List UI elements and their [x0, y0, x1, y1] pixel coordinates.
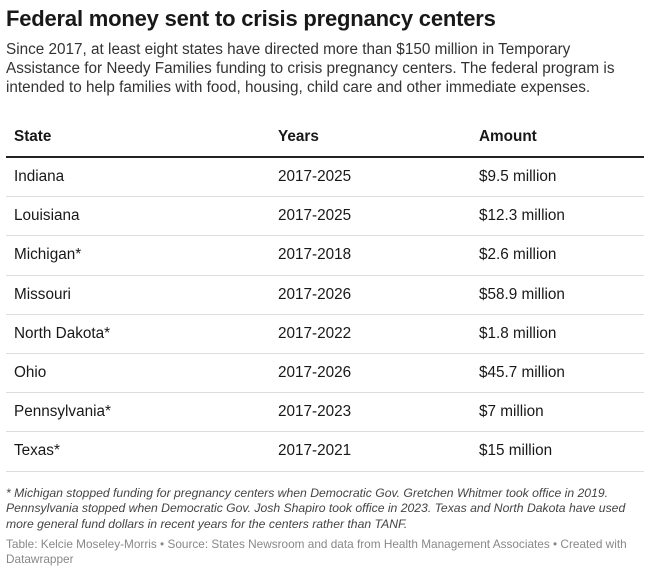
- table-cell: Missouri: [6, 275, 270, 315]
- table-cell: Louisiana: [6, 196, 270, 237]
- table-cell: $12.3 million: [471, 196, 644, 237]
- table-cell: 2017-2025: [270, 157, 471, 198]
- table-row: Ohio 2017-2026 $45.7 million: [6, 353, 644, 394]
- description: Since 2017, at least eight states have d…: [6, 41, 615, 96]
- table-cell: $45.7 million: [471, 353, 644, 394]
- header-row: State Years Amount: [6, 118, 644, 158]
- source: Table: Kelcie Moseley-Morris • Source: S…: [6, 537, 627, 566]
- column-header: Amount: [471, 118, 644, 158]
- table-cell: 2017-2023: [270, 392, 471, 433]
- table-cell: Ohio: [6, 353, 270, 394]
- data-table: State Years Amount Indiana 2017-2025 $9.5 mi…: [6, 118, 644, 472]
- table-cell: Indiana: [6, 157, 270, 198]
- table-row: Missouri 2017-2026 $58.9 million: [6, 275, 644, 315]
- table-cell: Michigan*: [6, 235, 270, 276]
- table-cell: $2.6 million: [471, 235, 644, 276]
- table-head: State Years Amount: [6, 118, 644, 158]
- column-header: Years: [270, 118, 471, 158]
- table-cell: Texas*: [6, 431, 270, 472]
- column-header: State: [6, 118, 270, 158]
- table-cell: 2017-2018: [270, 235, 471, 276]
- table-cell: $15 million: [471, 431, 644, 472]
- table-cell: 2017-2021: [270, 431, 471, 472]
- table-cell: Pennsylvania*: [6, 392, 270, 433]
- table-cell: $1.8 million: [471, 314, 644, 354]
- table-cell: 2017-2025: [270, 196, 471, 237]
- table-row: North Dakota* 2017-2022 $1.8 million: [6, 314, 644, 354]
- table-cell: $7 million: [471, 392, 644, 433]
- table-cell: $9.5 million: [471, 157, 644, 198]
- table-row: Pennsylvania* 2017-2023 $7 million: [6, 392, 644, 433]
- footnote: * Michigan stopped funding for pregnancy…: [6, 485, 626, 531]
- title: Federal money sent to crisis pregnancy c…: [6, 6, 496, 31]
- table-cell: 2017-2026: [270, 353, 471, 394]
- table-cell: 2017-2022: [270, 314, 471, 354]
- table-cell: 2017-2026: [270, 275, 471, 315]
- table-row: Texas* 2017-2021 $15 million: [6, 431, 644, 472]
- table-row: Louisiana 2017-2025 $12.3 million: [6, 196, 644, 237]
- table-body: Indiana 2017-2025 $9.5 million Louisiana 201…: [6, 157, 644, 472]
- table-cell: North Dakota*: [6, 314, 270, 354]
- table-cell: $58.9 million: [471, 275, 644, 315]
- table-row: Indiana 2017-2025 $9.5 million: [6, 157, 644, 198]
- table-row: Michigan* 2017-2018 $2.6 million: [6, 235, 644, 276]
